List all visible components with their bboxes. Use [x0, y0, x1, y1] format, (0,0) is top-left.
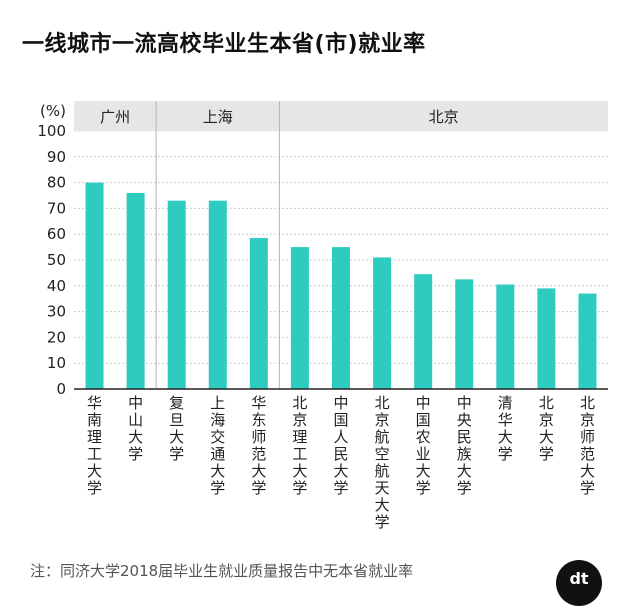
y-tick-label: 100 [37, 122, 66, 140]
x-tick-label: 中山大学 [128, 394, 143, 463]
y-tick-label: 90 [47, 148, 66, 166]
y-tick-label: 20 [47, 328, 66, 346]
bar [496, 284, 515, 389]
bar [208, 200, 227, 389]
logo-badge: dt [556, 560, 602, 606]
x-tick-label: 北京大学 [539, 394, 554, 463]
bar [537, 288, 556, 389]
y-axis-labels: (%) 0 10 20 30 40 50 60 70 80 90 100 [37, 102, 66, 398]
bar [167, 200, 186, 389]
group-bands: 广州 上海 北京 [74, 101, 608, 389]
chart-title: 一线城市一流高校毕业生本省(市)就业率 [22, 32, 426, 57]
bar [290, 247, 309, 389]
x-tick-label: 北京航空航天大学 [375, 394, 390, 531]
group-band-background [74, 101, 608, 131]
x-tick-label: 华南理工大学 [87, 394, 102, 497]
x-tick-label: 北京师范大学 [580, 394, 595, 497]
group-label: 北京 [429, 108, 459, 126]
y-unit-label: (%) [40, 102, 66, 120]
bar-chart: (%) 0 10 20 30 40 50 60 70 80 90 100 广州 上海 北京 华南理工大学 中… [37, 101, 608, 531]
bar [332, 247, 350, 389]
group-label: 上海 [203, 108, 233, 126]
y-tick-label: 60 [47, 225, 66, 243]
y-tick-label: 70 [47, 199, 66, 217]
x-tick-label: 上海交通大学 [210, 394, 225, 497]
gridlines [74, 130, 608, 364]
bars [85, 182, 597, 389]
bar [373, 257, 392, 389]
bar [578, 293, 597, 389]
bar [126, 192, 145, 389]
bar [85, 182, 104, 389]
x-tick-label: 复旦大学 [169, 394, 184, 463]
y-tick-label: 0 [56, 380, 66, 398]
x-tick-label: 中国人民大学 [333, 394, 348, 497]
x-tick-label: 清华大学 [498, 394, 513, 463]
x-tick-label: 华东师范大学 [251, 394, 266, 497]
y-tick-label: 10 [47, 354, 66, 372]
y-tick-label: 50 [47, 251, 66, 269]
footnote: 注：同济大学2018届毕业生就业质量报告中无本省就业率 [30, 562, 414, 580]
x-tick-label: 中国农业大学 [416, 394, 431, 497]
x-tick-label: 北京理工大学 [292, 394, 307, 497]
y-tick-label: 80 [47, 174, 66, 192]
group-label: 广州 [100, 108, 130, 126]
x-tick-label: 中央民族大学 [457, 394, 472, 497]
y-tick-label: 30 [47, 303, 66, 321]
x-axis-labels: 华南理工大学 中山大学 复旦大学 上海交通大学 华东师范大学 北京理工大学 中国人民大学 北京… [87, 394, 595, 531]
y-tick-label: 40 [47, 277, 66, 295]
bar [249, 238, 268, 389]
bar [414, 274, 433, 389]
bar [455, 279, 474, 389]
